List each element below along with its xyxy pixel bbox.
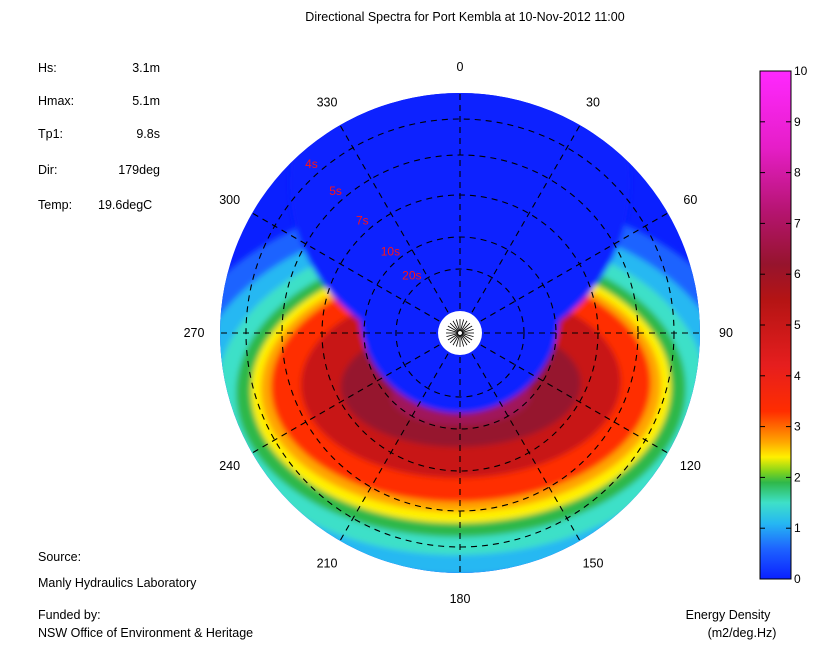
polar-grid [220,93,700,573]
stat-label-hmax: Hmax: [38,94,75,108]
colorbar-label-line2: (m2/deg.Hz) [707,626,777,640]
centre-tick-195 [455,334,460,347]
colorbar-scale [759,70,792,580]
centre-tick-240 [447,333,459,341]
funded-label: Funded by: [38,608,101,622]
colorbar-tick-label-6: 6 [794,267,801,281]
centre-tick-105 [461,333,474,338]
colorbar-tick-label-8: 8 [794,166,801,180]
colorbar-label-line1: Energy Density [685,608,771,622]
centre-tick-255 [446,333,459,338]
centre-tick-165 [460,334,465,347]
direction-spoke-150 [471,353,581,542]
direction-spoke-240 [251,344,440,454]
centre-tick-150 [460,334,468,346]
direction-label-150: 150 [583,556,604,570]
centre-tick-225 [449,334,459,344]
period-label-4s: 4s [305,157,318,171]
centre-tick-345 [455,319,460,332]
direction-label-60: 60 [683,193,697,207]
centre-tick-15 [460,319,465,332]
funded-value: NSW Office of Environment & Heritage [38,626,254,640]
centre-tick-135 [461,334,471,344]
colorbar-tick-label-0: 0 [794,572,801,586]
direction-label-30: 30 [586,96,600,110]
centre-tick-60 [461,325,473,333]
colorbar-tick-label-2: 2 [794,470,801,484]
colorbar-tick-label-9: 9 [794,115,801,129]
direction-label-90: 90 [719,326,733,340]
period-label-7s: 7s [356,214,369,228]
colorbar-tick-label-10: 10 [794,64,808,78]
centre-tick-45 [461,322,471,332]
centre-tick-75 [461,328,474,333]
direction-spoke-300 [251,212,440,322]
centre-tick-285 [446,328,459,333]
stat-value-dir: 179deg [118,163,160,177]
direction-label-300: 300 [219,193,240,207]
direction-label-120: 120 [680,459,701,473]
colorbar-tick-label-7: 7 [794,216,801,230]
direction-label-330: 330 [317,96,338,110]
direction-label-240: 240 [219,459,240,473]
colorbar: 0 1 2 3 4 5 6 7 8 9 10 [759,64,808,586]
source-label: Source: [38,550,82,564]
direction-label-210: 210 [317,556,338,570]
centre-hole [438,311,482,355]
centre-tick-315 [449,322,459,332]
period-label-20s: 20s [402,268,421,282]
colorbar-tick-label-3: 3 [794,420,801,434]
centre-tick-210 [452,334,460,346]
stat-value-tp1: 9.8s [136,127,160,141]
centre-tick-120 [461,333,473,341]
energy-bands [220,93,700,573]
direction-label-0: 0 [457,60,464,74]
period-ring-4 [395,268,525,398]
direction-label-270: 270 [184,326,205,340]
direction-spoke-60 [480,212,669,322]
chart-title: Directional Spectra for Port Kembla at 1… [305,10,625,24]
direction-spoke-30 [471,124,581,313]
direction-spoke-210 [339,353,449,542]
period-label-10s: 10s [381,245,400,259]
direction-spoke-120 [480,344,669,454]
period-label-5s: 5s [329,184,342,198]
colorbar-tick-label-5: 5 [794,318,801,332]
energy-density-field [220,93,700,573]
colorbar-tick-label-4: 4 [794,369,801,383]
centre-tick-300 [447,325,459,333]
stat-label-tp1: Tp1: [38,127,64,141]
source-value: Manly Hydraulics Laboratory [38,576,197,590]
stat-value-temp: 19.6degC [98,198,153,212]
stat-label-hs: Hs: [38,61,57,75]
stat-label-dir: Dir: [38,163,58,177]
direction-labels: 0 30 60 90 120 150 180 210 240 270 300 330 [184,60,733,606]
stat-value-hmax: 5.1m [132,94,160,108]
stat-label-temp: Temp: [38,198,73,212]
direction-label-180: 180 [450,592,471,606]
colorbar-tick-label-1: 1 [794,521,801,535]
stat-value-hs: 3.1m [132,61,160,75]
centre-tick-30 [460,320,468,332]
centre-tick-330 [452,320,460,332]
direction-spoke-330 [339,124,449,313]
